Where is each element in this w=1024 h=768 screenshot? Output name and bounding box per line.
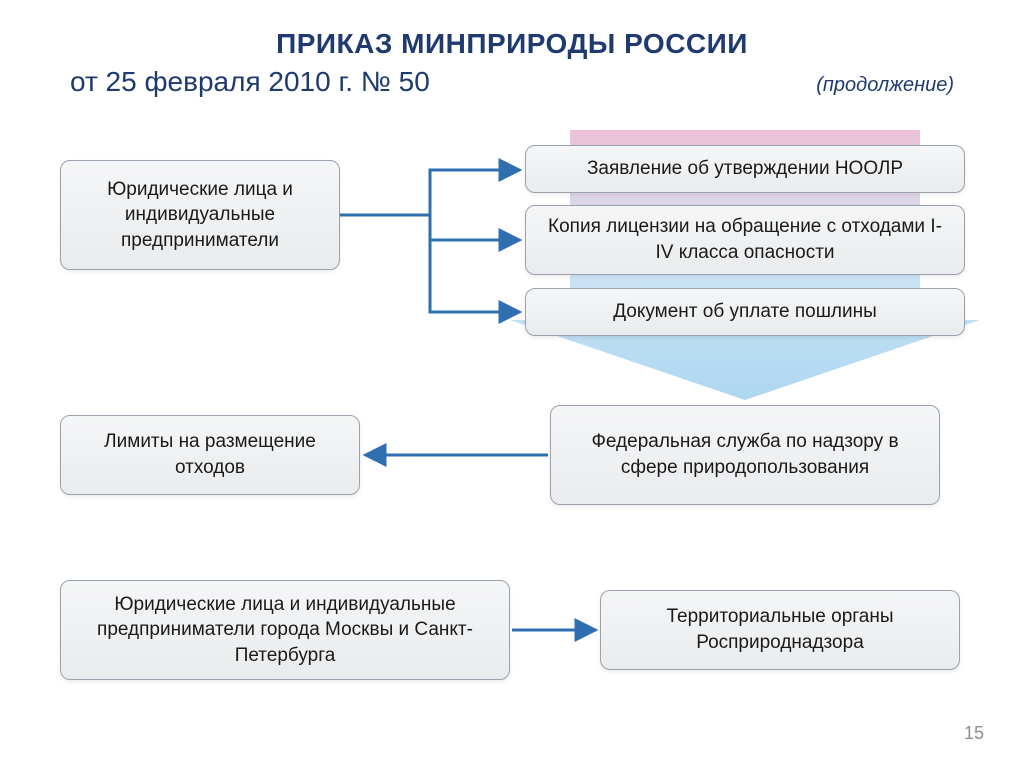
title-continuation: (продолжение) <box>816 74 954 97</box>
arrow-legal_entities-to-fee_document <box>340 215 520 312</box>
arrow-legal_entities-to-license_copy <box>340 215 520 240</box>
node-territorial: Территориальные органы Росприроднадзора <box>600 590 960 670</box>
node-legal-entities: Юридические лица и индивидуальные предпр… <box>60 160 340 270</box>
slide: ПРИКАЗ МИНПРИРОДЫ РОССИИ от 25 февраля 2… <box>0 0 1024 768</box>
arrow-legal_entities-to-application_noolr <box>340 170 520 215</box>
node-federal-service: Федеральная служба по надзору в сфере пр… <box>550 405 940 505</box>
node-application-noolr: Заявление об утверждении НООЛР <box>525 145 965 193</box>
title-line2: от 25 февраля 2010 г. № 50 <box>70 66 430 98</box>
node-legal-entities-moscow: Юридические лица и индивидуальные предпр… <box>60 580 510 680</box>
node-license-copy: Копия лицензии на обращение с отходами I… <box>525 205 965 275</box>
node-fee-document: Документ об уплате пошлины <box>525 288 965 336</box>
node-limits: Лимиты на размещение отходов <box>60 415 360 495</box>
title-row2: от 25 февраля 2010 г. № 50 (продолжение) <box>70 66 954 98</box>
title-block: ПРИКАЗ МИНПРИРОДЫ РОССИИ от 25 февраля 2… <box>0 0 1024 98</box>
page-number: 15 <box>964 723 984 744</box>
title-line1: ПРИКАЗ МИНПРИРОДЫ РОССИИ <box>70 28 954 60</box>
